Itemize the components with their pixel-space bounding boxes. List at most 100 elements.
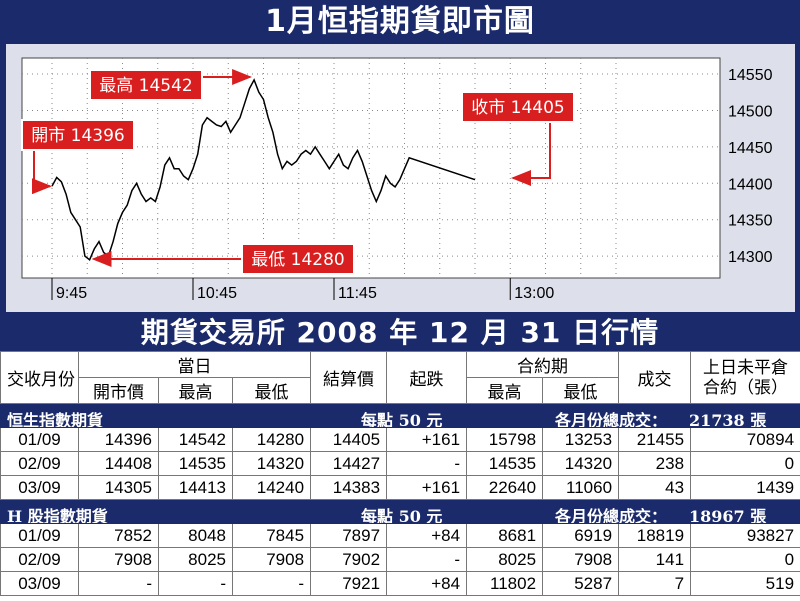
table-cell: 14320 — [542, 451, 620, 476]
y-tick-label: 14500 — [728, 103, 773, 120]
close-tail — [409, 157, 476, 181]
table-cell: 7921 — [310, 571, 388, 596]
header-settle: 結算價 — [310, 351, 388, 404]
table-cell: 0 — [690, 451, 800, 476]
table-cell: 7908 — [542, 547, 620, 572]
y-tick-label: 14350 — [728, 213, 773, 230]
table-cell: 11060 — [542, 475, 620, 500]
table-cell: 1439 — [690, 475, 800, 500]
table-cell: 6919 — [542, 523, 620, 548]
chart-svg: 14550 14500 14450 14400 14350 14300 9:45 10:45 1… — [21, 57, 773, 302]
table-cell: 15798 — [466, 427, 544, 452]
annotation-label: 收市 14405 — [471, 98, 564, 118]
table-cell: +84 — [386, 571, 468, 596]
table-cell: 02/09 — [0, 547, 79, 572]
section-name: H 股指數期貨 — [7, 506, 108, 524]
section-header-content: 恒生指數期貨 每點 50 元 各月份總成交： 21738 張 — [7, 405, 794, 427]
section-total-label: 各月份總成交： — [555, 410, 668, 428]
table-cell: - — [386, 451, 468, 476]
table-cell: - — [158, 571, 233, 596]
annotation-label: 最低 14280 — [251, 250, 344, 270]
header-change: 起跌 — [386, 351, 468, 404]
header-row-1: 交收月份 當日 結算價 起跌 合約期 成交 上日未平倉合約（張） — [0, 351, 800, 404]
table-cell: 0 — [690, 547, 800, 572]
table-row: 03/09 14305 14413 14240 14383 +161 22640 11060 4… — [0, 475, 800, 500]
table-cell: 02/09 — [0, 451, 79, 476]
y-tick-label: 14550 — [728, 67, 773, 84]
table-cell: 7902 — [310, 547, 388, 572]
x-tick-label: 9:45 — [56, 285, 87, 302]
table-cell: 14535 — [466, 451, 544, 476]
table-cell: 238 — [618, 451, 692, 476]
section-total: 21738 張 — [689, 410, 767, 428]
annotation-box — [241, 243, 355, 275]
header-high: 最高 — [158, 377, 233, 404]
section-per-point: 每點 50 元 — [361, 506, 443, 524]
annotation-label: 最高 14542 — [99, 76, 192, 96]
annotation-box — [89, 69, 203, 101]
header-month: 交收月份 — [0, 351, 79, 404]
table-row: 01/09 14396 14542 14280 14405 +161 15798 13253 2… — [0, 427, 800, 452]
table-cell: 141 — [618, 547, 692, 572]
y-tick-label: 14400 — [728, 176, 773, 193]
table-cell: 13253 — [542, 427, 620, 452]
table-cell: 70894 — [690, 427, 800, 452]
table-cell: 93827 — [690, 523, 800, 548]
header-today: 當日 — [77, 351, 312, 378]
table-cell: 18819 — [618, 523, 692, 548]
section-total: 18967 張 — [689, 506, 767, 524]
annotation-label: 開市 14396 — [31, 126, 124, 146]
table-cell: 14383 — [310, 475, 388, 500]
price-line — [51, 78, 476, 261]
quote-table-wrap: 交收月份 當日 結算價 起跌 合約期 成交 上日未平倉合約（張） 開市價 最高 … — [0, 351, 800, 601]
x-tick-label: 13:00 — [514, 285, 554, 302]
section-header-cell: H 股指數期貨 每點 50 元 各月份總成交： 18967 張 — [0, 499, 800, 524]
table-cell: 14280 — [231, 427, 312, 452]
header-contract: 合約期 — [466, 351, 620, 378]
table-row: 01/09 7852 8048 7845 7897 +84 8681 6919 18819 938… — [0, 523, 800, 548]
table-cell: 14427 — [310, 451, 388, 476]
y-tick-label: 14300 — [728, 249, 773, 266]
header-open: 開市價 — [78, 377, 159, 404]
table-cell: - — [78, 571, 159, 596]
table-cell: 14320 — [231, 451, 312, 476]
section-total-label: 各月份總成交： — [555, 506, 668, 524]
annotation-arrow — [32, 150, 52, 195]
table-cell: 7908 — [231, 547, 312, 572]
table-cell: 519 — [690, 571, 800, 596]
header-volume: 成交 — [618, 351, 692, 404]
section-header-content: H 股指數期貨 每點 50 元 各月份總成交： 18967 張 — [7, 501, 794, 523]
table-body: 恒生指數期貨 每點 50 元各月份總成交： 21738 張 01/09 14396 145… — [0, 403, 800, 596]
table-cell: 8025 — [158, 547, 233, 572]
table-title: 期貨交易所 2008 年 12 月 31 日行情 — [0, 315, 800, 351]
table-row: 03/09- - -7921 +84 11802 5287 7 519 — [0, 571, 800, 596]
table-cell: 8681 — [466, 523, 544, 548]
table-cell: 7 — [618, 571, 692, 596]
table-cell: +161 — [386, 475, 468, 500]
table-cell: 11802 — [466, 571, 544, 596]
header-row-2: 開市價 最高 最低 最高 最低 — [1, 377, 800, 404]
table-row: 02/09 7908 8025 7908 7902-8025 7908 141 0 — [0, 547, 800, 572]
table-row: 02/09 14408 14535 14320 14427-14535 14320 238 0 — [0, 451, 800, 476]
table-cell: +84 — [386, 523, 468, 548]
section-per-point: 每點 50 元 — [361, 410, 443, 428]
table-cell: - — [231, 571, 312, 596]
annotation-arrow — [511, 122, 551, 186]
annotation-box — [461, 91, 575, 123]
table-cell: 21455 — [618, 427, 692, 452]
table-cell: 14240 — [231, 475, 312, 500]
x-tick-label: 10:45 — [197, 285, 237, 302]
section-header-row: 恒生指數期貨 每點 50 元 各月份總成交： 21738 張 — [0, 403, 800, 428]
table-cell: 8048 — [158, 523, 233, 548]
table-cell: 43 — [618, 475, 692, 500]
header-contract-high: 最高 — [466, 377, 544, 404]
table-cell: 14413 — [158, 475, 233, 500]
header-contract-low: 最低 — [542, 377, 620, 404]
table-cell: 14305 — [78, 475, 159, 500]
table-cell: 14408 — [78, 451, 159, 476]
y-tick-label: 14450 — [728, 140, 773, 157]
chart-title: 1月恒指期貨即市圖 — [0, 0, 800, 44]
table-cell: 14396 — [78, 427, 159, 452]
table-cell: 7897 — [310, 523, 388, 548]
section-header-cell: 恒生指數期貨 每點 50 元 各月份總成交： 21738 張 — [0, 403, 800, 428]
